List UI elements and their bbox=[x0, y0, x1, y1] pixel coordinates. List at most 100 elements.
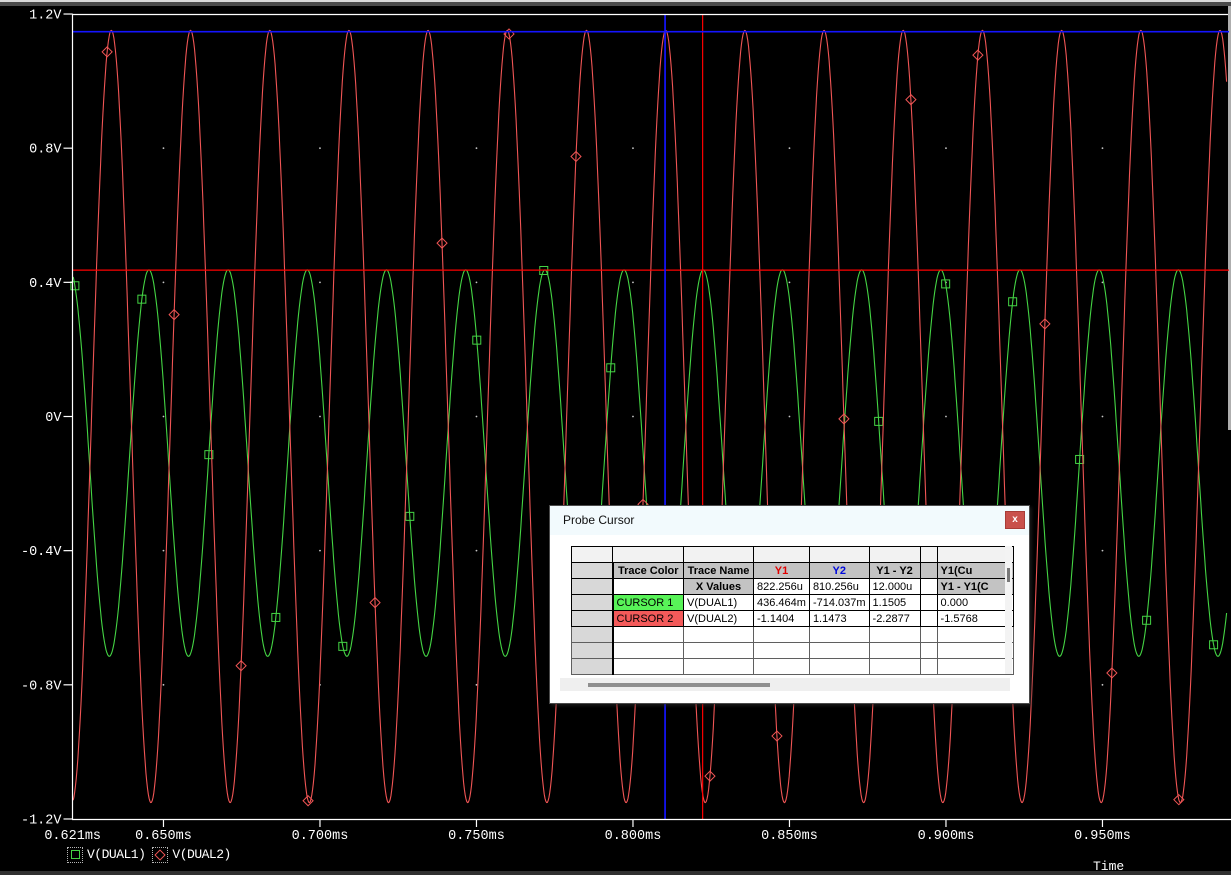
cursor-2-y2: 1.1473 bbox=[808, 610, 870, 627]
x-tick-label: 0.621ms bbox=[44, 829, 101, 844]
x-tick-label: 0.650ms bbox=[135, 829, 192, 844]
grid-dot bbox=[632, 415, 634, 418]
grid-dot bbox=[788, 147, 791, 150]
grid-dot bbox=[319, 415, 321, 418]
y-tick-label: -1.2V bbox=[21, 813, 62, 828]
cursor-1-y1-y2: 1.1505 bbox=[868, 594, 921, 611]
x-tick-label: 0.750ms bbox=[448, 829, 505, 844]
diamond-marker-icon bbox=[570, 150, 582, 163]
cursor-2-trace-name: V(DUAL2) bbox=[683, 610, 754, 627]
grid-dot bbox=[475, 281, 478, 284]
square-marker-icon bbox=[137, 294, 147, 304]
grid-dot bbox=[162, 415, 165, 418]
grid-dot bbox=[788, 415, 791, 418]
col-y1-cursor: Y1(Cu bbox=[936, 562, 1014, 579]
x-values-label: X Values bbox=[683, 578, 754, 595]
y-tick-label: 0.4V bbox=[29, 277, 62, 292]
cursor-1-extra: 0.000 bbox=[936, 594, 1014, 611]
trace-vdual2 bbox=[72, 29, 1228, 804]
legend-label-vdual2[interactable]: V(DUAL2) bbox=[172, 847, 231, 862]
x-tick-label: 0.800ms bbox=[605, 829, 662, 844]
x-value-y1: 822.256u bbox=[753, 578, 810, 595]
grid-dot bbox=[945, 415, 947, 418]
diamond-marker-icon bbox=[369, 596, 381, 609]
empty-row bbox=[571, 642, 1014, 659]
square-marker-icon bbox=[1142, 615, 1152, 625]
grid-dot bbox=[162, 683, 165, 686]
cursor-1-color-cell: CURSOR 1 bbox=[612, 594, 684, 611]
legend-diamond-marker-icon[interactable] bbox=[152, 846, 169, 863]
square-marker-icon bbox=[405, 511, 415, 521]
cursor-1-y1: 436.464m bbox=[753, 594, 810, 611]
cursor-2-row[interactable]: CURSOR 2 V(DUAL2) -1.1404 1.1473 -2.2877… bbox=[571, 610, 1014, 627]
y-tick-label: -0.4V bbox=[21, 545, 62, 560]
col-trace-name: Trace Name bbox=[683, 562, 754, 579]
close-button[interactable]: x bbox=[1005, 511, 1025, 529]
grid-dot bbox=[319, 281, 321, 284]
table-vertical-scrollbar[interactable] bbox=[1005, 546, 1012, 674]
y-tick-label: -0.8V bbox=[21, 679, 62, 694]
vertical-scrollbar[interactable] bbox=[1228, 6, 1231, 430]
x-tick-label: 0.850ms bbox=[761, 829, 818, 844]
legend-square-marker-icon[interactable] bbox=[67, 846, 83, 863]
square-marker-icon bbox=[1075, 454, 1085, 464]
grid-dot bbox=[632, 147, 634, 150]
cursor-1-row[interactable]: CURSOR 1 V(DUAL1) 436.464m -714.037m 1.1… bbox=[571, 594, 1014, 611]
square-marker-icon bbox=[1209, 640, 1219, 650]
grid-dot bbox=[788, 281, 791, 284]
square-marker-icon bbox=[472, 335, 482, 345]
cursor-2-color-cell: CURSOR 2 bbox=[612, 610, 684, 627]
diamond-marker-icon bbox=[704, 770, 716, 782]
diamond-marker-icon bbox=[972, 49, 984, 61]
probe-cursor-window[interactable]: Probe Cursor x Trace Color Trace Name Y1… bbox=[549, 505, 1030, 704]
empty-row bbox=[571, 658, 1014, 675]
probe-cursor-titlebar[interactable]: Probe Cursor x bbox=[550, 506, 1029, 535]
grid-dot bbox=[475, 147, 478, 150]
diamond-marker-icon bbox=[1039, 318, 1051, 330]
window-bottom-edge bbox=[0, 871, 1231, 875]
grid-dot bbox=[319, 147, 321, 150]
diamond-marker-icon bbox=[1106, 667, 1118, 679]
diamond-marker-icon bbox=[168, 308, 180, 321]
x-axis-title: Time bbox=[1093, 859, 1125, 874]
grid-dot bbox=[1101, 147, 1104, 150]
col-y1: Y1 bbox=[753, 562, 810, 579]
cursor-values-table: Trace Color Trace Name Y1 Y2 Y1 - Y2 Y1(… bbox=[571, 546, 1014, 675]
grid-dot bbox=[1101, 281, 1104, 284]
legend-label-vdual1[interactable]: V(DUAL1) bbox=[87, 847, 146, 862]
diamond-marker-icon bbox=[905, 93, 917, 106]
x-tick-label: 0.900ms bbox=[918, 829, 975, 844]
x-values-row: X Values 822.256u 810.256u 12.000u Y1 - … bbox=[571, 578, 1014, 595]
grid-dot bbox=[162, 147, 165, 150]
cursor-1-y2: -714.037m bbox=[808, 594, 870, 611]
diamond-marker-icon bbox=[101, 46, 113, 58]
square-marker-icon bbox=[606, 363, 616, 373]
grid-dot bbox=[162, 549, 165, 552]
diamond-marker-icon bbox=[771, 730, 783, 742]
grid-dot bbox=[475, 549, 478, 552]
cursor-2-y1-y2: -2.2877 bbox=[868, 610, 921, 627]
table-horizontal-scrollbar[interactable] bbox=[560, 678, 1010, 691]
extra-header: Y1 - Y1(C bbox=[936, 578, 1014, 595]
cursor-2-extra: -1.5768 bbox=[936, 610, 1014, 627]
col-y2: Y2 bbox=[808, 562, 870, 579]
empty-row bbox=[571, 626, 1014, 643]
col-y1-minus-y2: Y1 - Y2 bbox=[868, 562, 921, 579]
square-marker-icon bbox=[874, 416, 884, 426]
square-marker-icon bbox=[271, 612, 281, 622]
x-value-diff: 12.000u bbox=[868, 578, 921, 595]
diamond-marker-icon bbox=[302, 795, 314, 807]
square-marker-icon bbox=[1008, 297, 1018, 307]
x-value-y2: 810.256u bbox=[808, 578, 870, 595]
table-row bbox=[571, 546, 1014, 563]
square-marker-icon bbox=[204, 450, 214, 460]
table-header-row: Trace Color Trace Name Y1 Y2 Y1 - Y2 Y1(… bbox=[571, 562, 1014, 579]
window-top-edge bbox=[0, 0, 1231, 6]
y-tick-label: 1.2V bbox=[29, 9, 62, 24]
grid-dot bbox=[1101, 549, 1104, 552]
diamond-marker-icon bbox=[838, 413, 850, 425]
square-marker-icon bbox=[338, 641, 348, 651]
square-marker-icon bbox=[941, 279, 951, 289]
